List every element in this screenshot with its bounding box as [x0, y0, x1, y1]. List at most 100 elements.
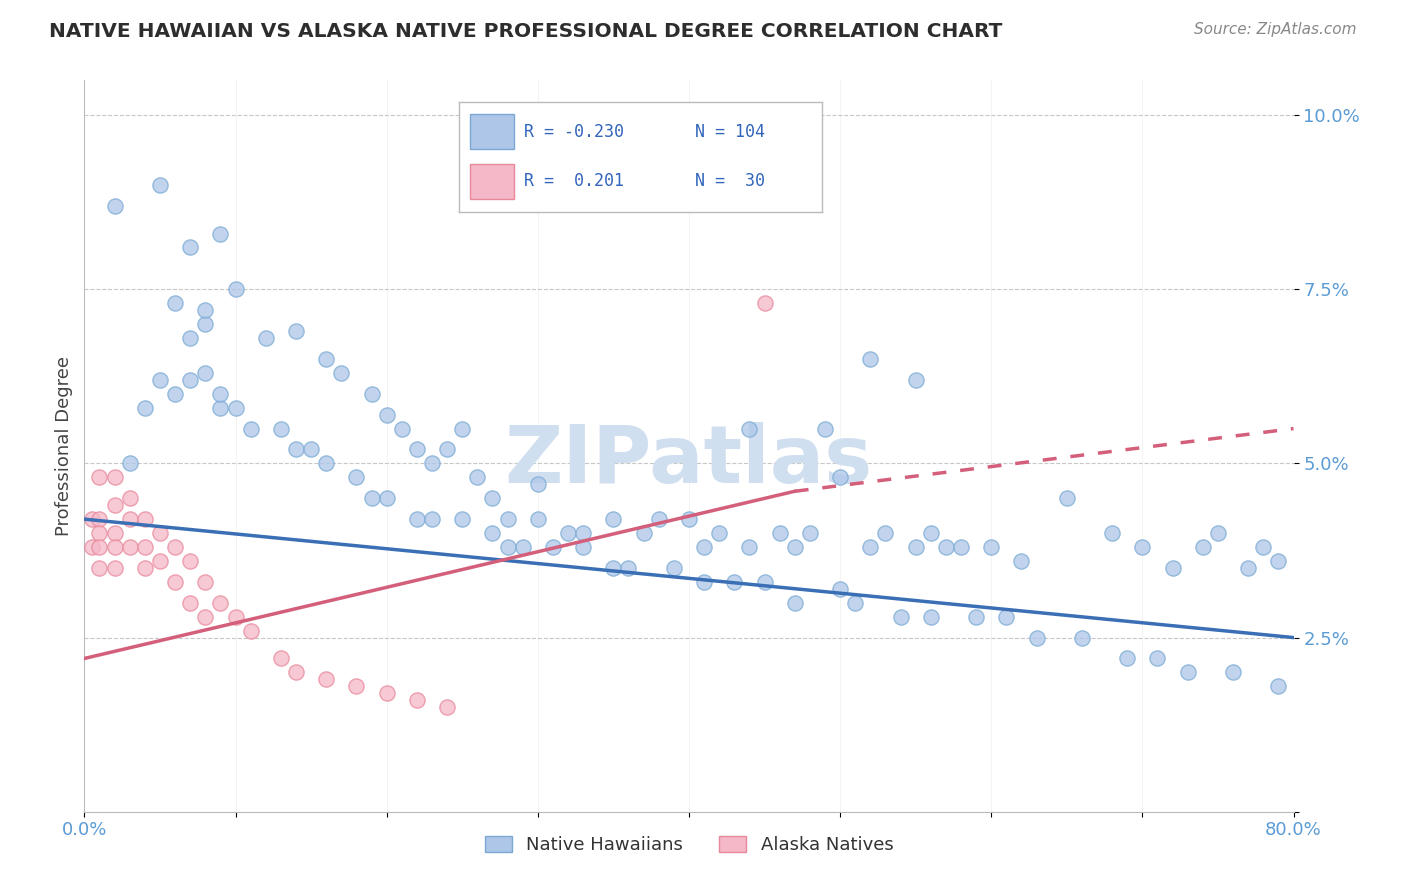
Point	[783, 540, 806, 554]
Point	[935, 540, 957, 554]
Point	[1267, 554, 1289, 568]
Point	[859, 540, 882, 554]
Point	[118, 540, 141, 554]
Point	[875, 526, 897, 541]
Point	[225, 609, 247, 624]
Point	[104, 526, 127, 541]
Point	[346, 470, 368, 484]
Point	[315, 351, 337, 366]
Point	[1071, 631, 1094, 645]
Point	[1011, 554, 1033, 568]
Point	[678, 512, 700, 526]
Point	[118, 457, 141, 471]
Point	[134, 540, 156, 554]
Point	[149, 554, 172, 568]
Point	[134, 561, 156, 575]
Point	[104, 199, 127, 213]
Point	[330, 366, 353, 380]
Point	[239, 421, 262, 435]
Point	[1161, 561, 1184, 575]
Point	[285, 324, 308, 338]
Point	[375, 491, 398, 506]
Point	[179, 240, 201, 254]
Point	[904, 373, 927, 387]
Point	[1130, 540, 1153, 554]
Point	[1056, 491, 1078, 506]
Point	[1253, 540, 1275, 554]
Point	[420, 457, 443, 471]
Point	[89, 561, 111, 575]
Point	[950, 540, 973, 554]
Point	[225, 401, 247, 415]
Point	[285, 665, 308, 680]
Point	[572, 526, 595, 541]
Point	[209, 227, 232, 241]
Point	[104, 561, 127, 575]
Point	[179, 596, 201, 610]
Point	[814, 421, 837, 435]
Point	[149, 526, 172, 541]
Point	[1116, 651, 1139, 665]
Point	[769, 526, 792, 541]
Point	[496, 512, 519, 526]
Point	[436, 442, 458, 457]
Point	[360, 491, 382, 506]
Point	[406, 693, 429, 707]
Point	[830, 582, 852, 596]
Point	[783, 596, 806, 610]
Point	[693, 540, 716, 554]
Point	[799, 526, 821, 541]
Point	[80, 540, 103, 554]
Point	[754, 574, 776, 589]
Point	[527, 512, 550, 526]
Point	[512, 540, 534, 554]
Legend: Native Hawaiians, Alaska Natives: Native Hawaiians, Alaska Natives	[477, 829, 901, 861]
Point	[1025, 631, 1047, 645]
Point	[118, 512, 141, 526]
Point	[194, 317, 217, 331]
Point	[709, 526, 731, 541]
Point	[89, 526, 111, 541]
Point	[1206, 526, 1229, 541]
Point	[194, 609, 217, 624]
Point	[1222, 665, 1244, 680]
Point	[179, 331, 201, 345]
Point	[209, 401, 232, 415]
Point	[723, 574, 745, 589]
Point	[738, 540, 761, 554]
Point	[134, 512, 156, 526]
Point	[436, 700, 458, 714]
Point	[149, 178, 172, 192]
Point	[299, 442, 322, 457]
Point	[890, 609, 912, 624]
Point	[738, 421, 761, 435]
Point	[104, 540, 127, 554]
Point	[89, 470, 111, 484]
Point	[165, 540, 187, 554]
Point	[375, 686, 398, 700]
Point	[225, 282, 247, 296]
Point	[1237, 561, 1260, 575]
Point	[541, 540, 564, 554]
Point	[239, 624, 262, 638]
Point	[844, 596, 866, 610]
Text: NATIVE HAWAIIAN VS ALASKA NATIVE PROFESSIONAL DEGREE CORRELATION CHART: NATIVE HAWAIIAN VS ALASKA NATIVE PROFESS…	[49, 22, 1002, 41]
Point	[270, 421, 292, 435]
Point	[557, 526, 579, 541]
Point	[1177, 665, 1199, 680]
Point	[285, 442, 308, 457]
Point	[194, 366, 217, 380]
Point	[830, 470, 852, 484]
Point	[481, 491, 503, 506]
Point	[633, 526, 655, 541]
Point	[572, 540, 595, 554]
Point	[149, 373, 172, 387]
Y-axis label: Professional Degree: Professional Degree	[55, 356, 73, 536]
Text: ZIPatlas: ZIPatlas	[505, 422, 873, 500]
Point	[165, 386, 187, 401]
Point	[346, 679, 368, 693]
Point	[904, 540, 927, 554]
Point	[118, 491, 141, 506]
Point	[648, 512, 671, 526]
Point	[527, 477, 550, 491]
